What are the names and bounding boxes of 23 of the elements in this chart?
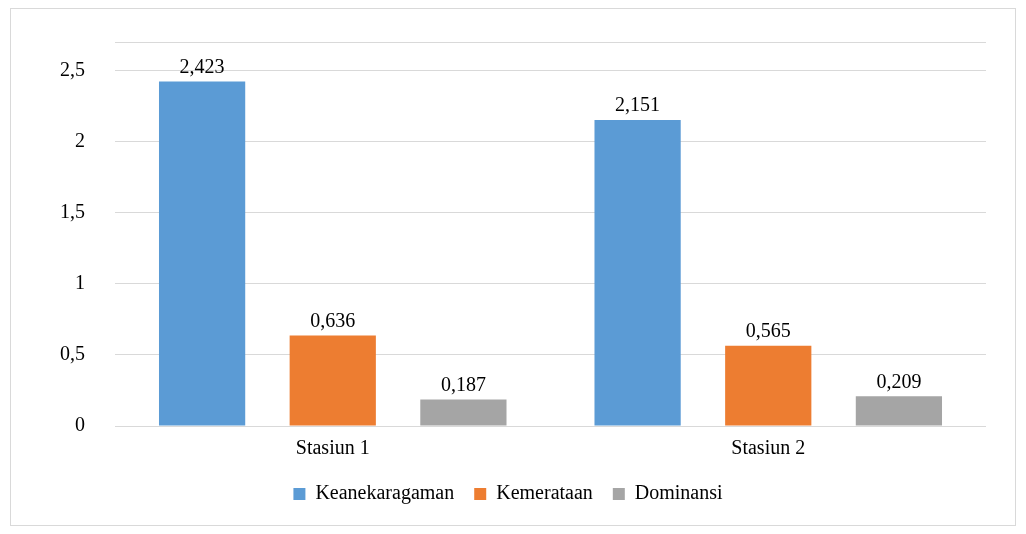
data-label: 0,565 bbox=[745, 318, 791, 341]
bar bbox=[725, 345, 812, 426]
data-label: 0,209 bbox=[876, 369, 922, 392]
bar bbox=[420, 399, 507, 426]
legend-label: Dominansi bbox=[634, 481, 724, 504]
y-tick-label: 0,5 bbox=[60, 342, 85, 365]
data-label: 2,423 bbox=[179, 54, 225, 77]
y-tick-label: 2 bbox=[75, 128, 85, 151]
data-label: 2,151 bbox=[615, 93, 661, 116]
x-tick-label: Stasiun 2 bbox=[731, 436, 806, 459]
y-tick-label: 1,5 bbox=[60, 199, 85, 222]
y-tick-label: 2,5 bbox=[60, 57, 85, 80]
x-tick-label: Stasiun 1 bbox=[295, 436, 370, 459]
legend-label: Kemerataan bbox=[496, 481, 593, 504]
bar bbox=[594, 120, 681, 426]
legend-label: Keanekaragaman bbox=[315, 481, 455, 505]
data-label: 0,187 bbox=[440, 372, 486, 395]
y-tick-label: 0 bbox=[75, 413, 85, 436]
y-tick-label: 1 bbox=[75, 271, 85, 294]
bar bbox=[289, 335, 376, 426]
bar bbox=[158, 81, 246, 426]
data-label: 0,636 bbox=[310, 308, 356, 331]
bar bbox=[855, 396, 943, 426]
